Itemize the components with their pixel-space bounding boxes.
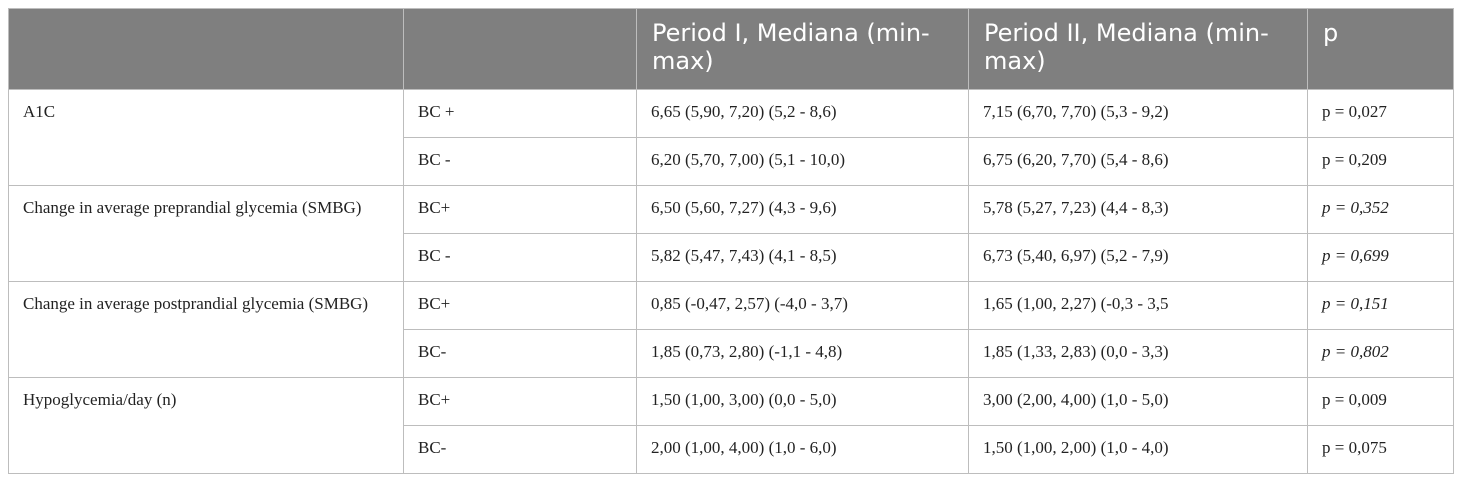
table-row: Change in average postprandial glycemia … [8, 281, 1454, 378]
period-1-cell: 6,20 (5,70, 7,00) (5,1 - 10,0) [636, 137, 969, 186]
parameter-label: A1C [8, 89, 404, 186]
p-value-cell: p = 0,075 [1307, 425, 1454, 474]
period-2-cell: 7,15 (6,70, 7,70) (5,3 - 9,2) [968, 89, 1308, 138]
period-1-cell: 2,00 (1,00, 4,00) (1,0 - 6,0) [636, 425, 969, 474]
subgroup-cell: BC- [403, 329, 637, 378]
subgroup-cell: BC- [403, 425, 637, 474]
table-row: Hypoglycemia/day (n) BC+ 1,50 (1,00, 3,00)… [8, 377, 1454, 474]
period-1-cell: 6,65 (5,90, 7,20) (5,2 - 8,6) [636, 89, 969, 138]
period-2-cell: 1,65 (1,00, 2,27) (-0,3 - 3,5 [968, 281, 1308, 330]
period-2-cell: 3,00 (2,00, 4,00) (1,0 - 5,0) [968, 377, 1308, 426]
period-1-cell: 1,50 (1,00, 3,00) (0,0 - 5,0) [636, 377, 969, 426]
header-p-value: p [1307, 8, 1454, 90]
subgroup-cell: BC - [403, 233, 637, 282]
results-table: Period I, Mediana (min-max) Period II, M… [8, 8, 1454, 474]
subgroup-cell: BC - [403, 137, 637, 186]
parameter-label: Change in average postprandial glycemia … [8, 281, 404, 378]
p-value-cell: p = 0,027 [1307, 89, 1454, 138]
period-1-cell: 6,50 (5,60, 7,27) (4,3 - 9,6) [636, 185, 969, 234]
parameter-label: Change in average preprandial glycemia (… [8, 185, 404, 282]
period-2-cell: 1,85 (1,33, 2,83) (0,0 - 3,3) [968, 329, 1308, 378]
period-1-cell: 0,85 (-0,47, 2,57) (-4,0 - 3,7) [636, 281, 969, 330]
period-2-cell: 6,75 (6,20, 7,70) (5,4 - 8,6) [968, 137, 1308, 186]
p-value-cell: p = 0,352 [1307, 185, 1454, 234]
header-period-2: Period II, Mediana (min-max) [968, 8, 1308, 90]
subgroup-cell: BC+ [403, 185, 637, 234]
period-1-cell: 1,85 (0,73, 2,80) (-1,1 - 4,8) [636, 329, 969, 378]
header-parameter [8, 8, 404, 90]
p-value-cell: p = 0,009 [1307, 377, 1454, 426]
p-value-cell: p = 0,802 [1307, 329, 1454, 378]
period-2-cell: 5,78 (5,27, 7,23) (4,4 - 8,3) [968, 185, 1308, 234]
table-row: BC- 2,00 (1,00, 4,00) (1,0 - 6,0) 1,50 (1,… [9, 425, 1454, 474]
subgroup-cell: BC+ [403, 281, 637, 330]
period-2-cell: 1,50 (1,00, 2,00) (1,0 - 4,0) [968, 425, 1308, 474]
table-body: A1C BC +6,65 (5,90, 7,20) (5,2 - 8,6) 7,15… [8, 89, 1454, 474]
table-header: Period I, Mediana (min-max) Period II, M… [8, 8, 1454, 90]
header-period-1: Period I, Mediana (min-max) [636, 8, 969, 90]
subgroup-cell: BC+ [403, 377, 637, 426]
table-row: Change in average preprandial glycemia (… [8, 185, 1454, 282]
subgroup-cell: BC + [403, 89, 637, 138]
period-1-cell: 5,82 (5,47, 7,43) (4,1 - 8,5) [636, 233, 969, 282]
table-row: BC -6,20 (5,70, 7,00) (5,1 - 10,0) 6,75 (… [9, 137, 1454, 186]
table-row: BC -5,82 (5,47, 7,43) (4,1 - 8,5) 6,73 (5… [9, 233, 1454, 282]
parameter-label: Hypoglycemia/day (n) [8, 377, 404, 474]
period-2-cell: 6,73 (5,40, 6,97) (5,2 - 7,9) [968, 233, 1308, 282]
table-row: A1C BC +6,65 (5,90, 7,20) (5,2 - 8,6) 7,15… [8, 89, 1454, 186]
p-value-cell: p = 0,151 [1307, 281, 1454, 330]
header-subgroup [403, 8, 637, 90]
table-row: BC- 1,85 (0,73, 2,80) (-1,1 - 4,8) 1,85 (1… [9, 329, 1454, 378]
p-value-cell: p = 0,699 [1307, 233, 1454, 282]
header-row: Period I, Mediana (min-max) Period II, M… [8, 8, 1454, 90]
p-value-cell: p = 0,209 [1307, 137, 1454, 186]
